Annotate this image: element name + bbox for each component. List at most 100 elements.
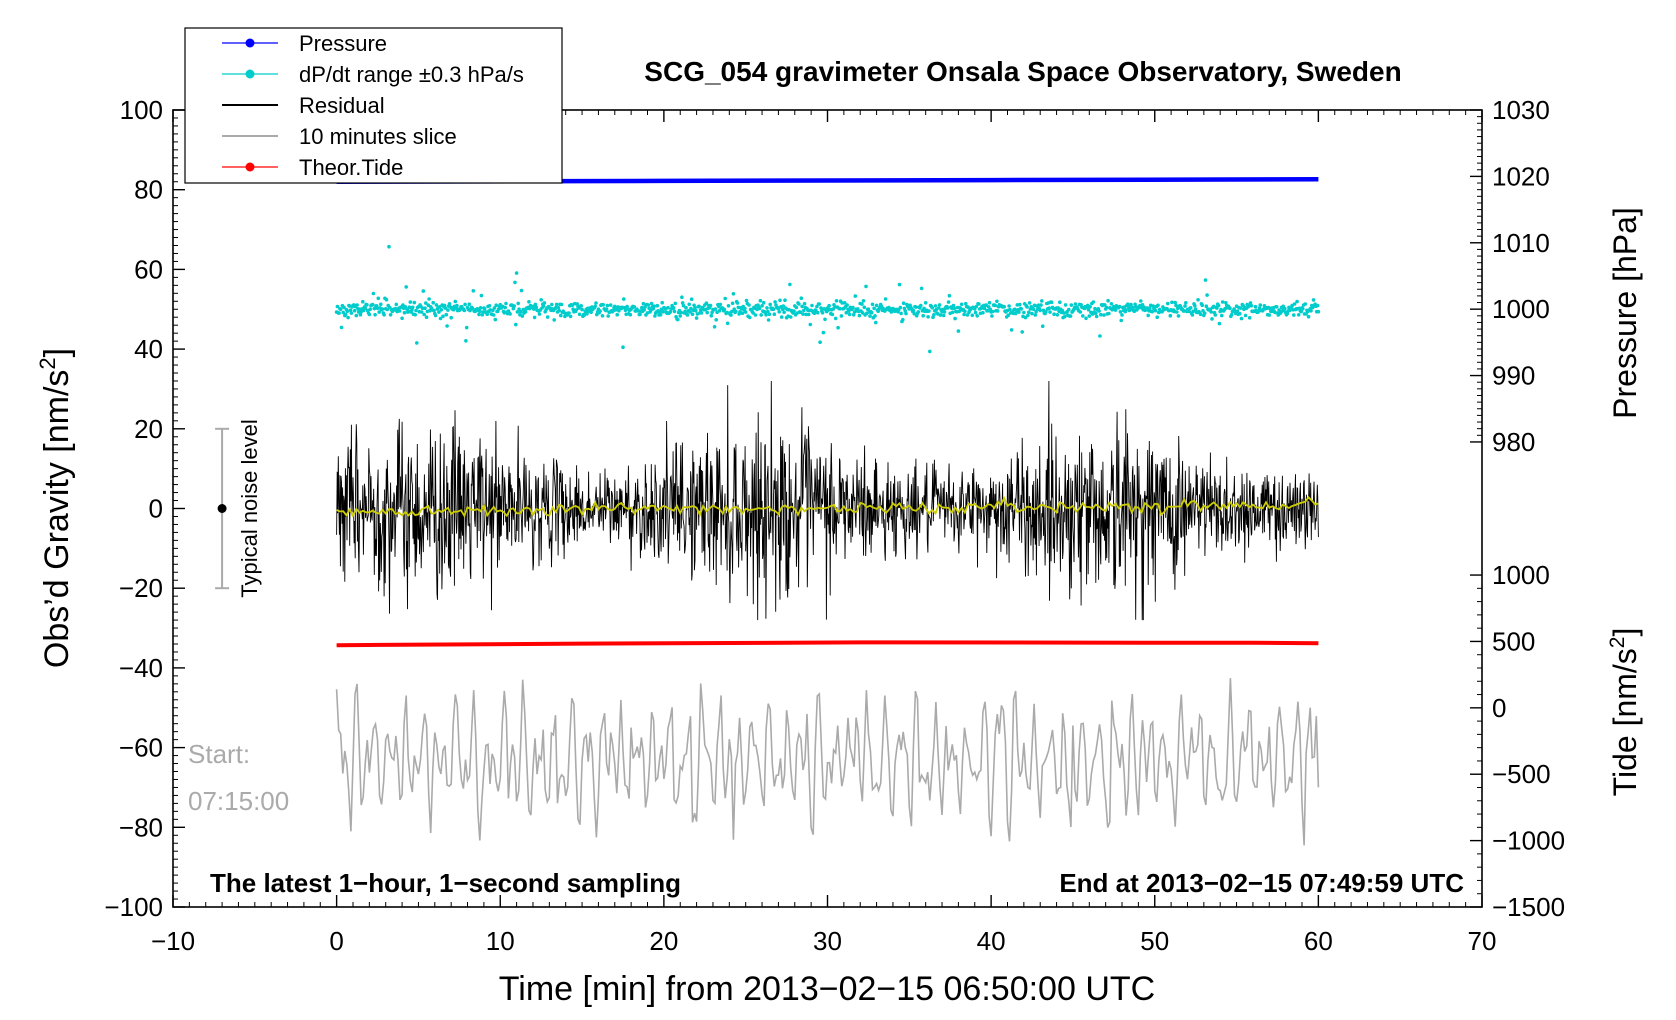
dpdt-point bbox=[367, 312, 372, 317]
dpdt-point bbox=[504, 301, 508, 306]
dpdt-point bbox=[1229, 312, 1234, 317]
dpdt-point bbox=[439, 308, 444, 312]
dpdt-point bbox=[689, 297, 694, 302]
dpdt-point bbox=[1235, 309, 1240, 314]
dpdt-point bbox=[519, 288, 524, 293]
dpdt-point bbox=[1287, 308, 1292, 313]
dpdt-point bbox=[1191, 309, 1195, 314]
dpdt-point bbox=[1183, 304, 1187, 308]
dpdt-point bbox=[1013, 311, 1018, 316]
dpdt-point bbox=[477, 312, 481, 317]
dpdt-point bbox=[1274, 305, 1279, 309]
dpdt-point bbox=[652, 304, 656, 309]
dpdt-point bbox=[559, 302, 564, 307]
dpdt-point bbox=[873, 314, 877, 318]
dpdt-point bbox=[1148, 306, 1152, 311]
pressure-tick-label: 1030 bbox=[1492, 95, 1550, 125]
dpdt-point bbox=[632, 305, 637, 309]
dpdt-point bbox=[1217, 321, 1222, 326]
dpdt-point bbox=[687, 302, 691, 307]
dpdt-point bbox=[377, 310, 382, 314]
dpdt-point bbox=[556, 305, 561, 310]
dpdt-point bbox=[541, 304, 546, 308]
dpdt-point bbox=[415, 341, 419, 345]
dpdt-point bbox=[1153, 308, 1158, 313]
dpdt-point bbox=[760, 304, 764, 308]
dpdt-point bbox=[394, 302, 399, 307]
y-axis-left-label-base: Obs’d Gravity [nm/s bbox=[38, 370, 76, 669]
dpdt-point bbox=[802, 301, 807, 306]
dpdt-point bbox=[781, 304, 786, 308]
dpdt-point bbox=[554, 302, 559, 307]
x-axis-label: Time [min] from 2013−02−15 06:50:00 UTC bbox=[499, 970, 1155, 1008]
dpdt-point bbox=[933, 304, 938, 308]
dpdt-point bbox=[1316, 309, 1321, 314]
dpdt-point bbox=[464, 325, 469, 330]
x-tick-label: 30 bbox=[813, 926, 842, 956]
dpdt-point bbox=[690, 312, 695, 317]
dpdt-point bbox=[641, 301, 646, 306]
dpdt-point bbox=[382, 313, 386, 317]
pressure-tick-label: 990 bbox=[1492, 361, 1535, 391]
dpdt-point bbox=[567, 311, 571, 315]
noise-bar-dot bbox=[217, 504, 227, 513]
dpdt-point bbox=[676, 317, 680, 322]
dpdt-point bbox=[621, 345, 625, 350]
dpdt-point bbox=[1296, 313, 1301, 317]
dpdt-point bbox=[1239, 316, 1244, 321]
dpdt-point bbox=[1104, 305, 1109, 310]
dpdt-point bbox=[827, 303, 831, 308]
dpdt-point bbox=[1228, 306, 1232, 311]
dpdt-point bbox=[1069, 303, 1074, 307]
dpdt-point bbox=[421, 289, 426, 293]
dpdt-point bbox=[1187, 309, 1191, 314]
dpdt-point bbox=[761, 300, 766, 305]
x-tick-label: 50 bbox=[1140, 926, 1169, 956]
y-axis-left-label: Obs’d Gravity [nm/s2] bbox=[35, 348, 76, 668]
tide-tick-label: −1000 bbox=[1492, 826, 1565, 856]
dpdt-point bbox=[491, 313, 496, 317]
dpdt-point bbox=[534, 305, 538, 310]
dpdt-point bbox=[542, 301, 547, 305]
dpdt-point bbox=[1139, 299, 1143, 303]
dpdt-point bbox=[836, 325, 840, 330]
dpdt-point bbox=[1087, 314, 1092, 318]
dpdt-point bbox=[672, 309, 677, 314]
dpdt-point bbox=[339, 325, 344, 330]
dpdt-point bbox=[1202, 311, 1207, 316]
dpdt-point bbox=[349, 311, 354, 315]
dpdt-point bbox=[714, 318, 718, 322]
dpdt-point bbox=[653, 314, 657, 318]
dpdt-point bbox=[447, 302, 452, 306]
dpdt-point bbox=[705, 310, 709, 315]
dpdt-point bbox=[580, 307, 584, 312]
dpdt-point bbox=[605, 303, 610, 308]
dpdt-point bbox=[552, 318, 556, 322]
dpdt-point bbox=[589, 310, 593, 315]
dpdt-point bbox=[734, 309, 738, 314]
dpdt-point bbox=[1040, 299, 1044, 303]
dpdt-point bbox=[904, 311, 908, 316]
dpdt-point bbox=[1086, 307, 1091, 312]
dpdt-point bbox=[681, 303, 686, 308]
dpdt-point bbox=[743, 306, 747, 311]
tide-tick-label: 0 bbox=[1492, 693, 1506, 723]
dpdt-point bbox=[874, 320, 878, 325]
dpdt-point bbox=[1248, 301, 1253, 305]
y-axis-tide-label-sup: 2 bbox=[1606, 637, 1629, 649]
dpdt-point bbox=[973, 310, 978, 315]
svg-text:Tide [nm/s2]: Tide [nm/s2] bbox=[1606, 628, 1643, 797]
dpdt-point bbox=[1166, 301, 1170, 306]
legend-label: Residual bbox=[299, 93, 385, 118]
y-tick-label: 60 bbox=[134, 254, 163, 284]
dpdt-point bbox=[355, 303, 359, 307]
legend-item: Pressure bbox=[222, 31, 387, 56]
dpdt-point bbox=[942, 310, 947, 314]
dpdt-point bbox=[842, 301, 847, 305]
dpdt-point bbox=[923, 301, 928, 305]
dpdt-point bbox=[1034, 310, 1038, 314]
dpdt-point bbox=[868, 314, 872, 318]
dpdt-point bbox=[685, 313, 690, 317]
dpdt-point bbox=[346, 315, 350, 320]
